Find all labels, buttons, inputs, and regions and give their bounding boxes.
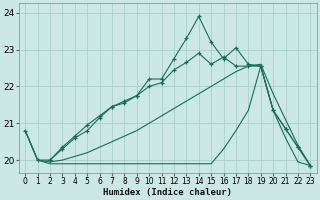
X-axis label: Humidex (Indice chaleur): Humidex (Indice chaleur) <box>103 188 232 197</box>
